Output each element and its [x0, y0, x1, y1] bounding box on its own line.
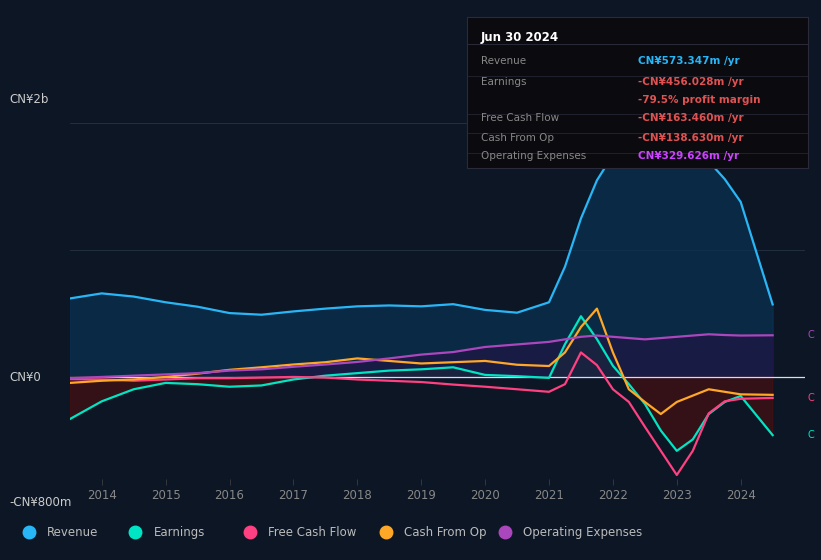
Text: -79.5% profit margin: -79.5% profit margin	[637, 95, 760, 105]
Text: Operating Expenses: Operating Expenses	[480, 151, 586, 161]
Text: Free Cash Flow: Free Cash Flow	[480, 113, 559, 123]
Text: Earnings: Earnings	[154, 526, 205, 539]
Text: Revenue: Revenue	[47, 526, 99, 539]
Text: C: C	[807, 430, 814, 440]
Text: CN¥573.347m /yr: CN¥573.347m /yr	[637, 56, 739, 66]
Text: -CN¥163.460m /yr: -CN¥163.460m /yr	[637, 113, 743, 123]
Text: Free Cash Flow: Free Cash Flow	[268, 526, 357, 539]
Text: CN¥329.626m /yr: CN¥329.626m /yr	[637, 151, 739, 161]
Text: -CN¥138.630m /yr: -CN¥138.630m /yr	[637, 133, 743, 143]
Text: Cash From Op: Cash From Op	[404, 526, 486, 539]
Text: Jun 30 2024: Jun 30 2024	[480, 31, 559, 44]
Text: C: C	[807, 393, 814, 403]
Text: Operating Expenses: Operating Expenses	[523, 526, 642, 539]
Text: Earnings: Earnings	[480, 77, 526, 87]
Text: -CN¥456.028m /yr: -CN¥456.028m /yr	[637, 77, 743, 87]
Text: Cash From Op: Cash From Op	[480, 133, 553, 143]
Text: C: C	[807, 330, 814, 340]
Text: -CN¥800m: -CN¥800m	[10, 496, 72, 508]
Text: Revenue: Revenue	[480, 56, 525, 66]
Text: CN¥2b: CN¥2b	[10, 94, 49, 106]
Text: CN¥0: CN¥0	[10, 371, 42, 384]
